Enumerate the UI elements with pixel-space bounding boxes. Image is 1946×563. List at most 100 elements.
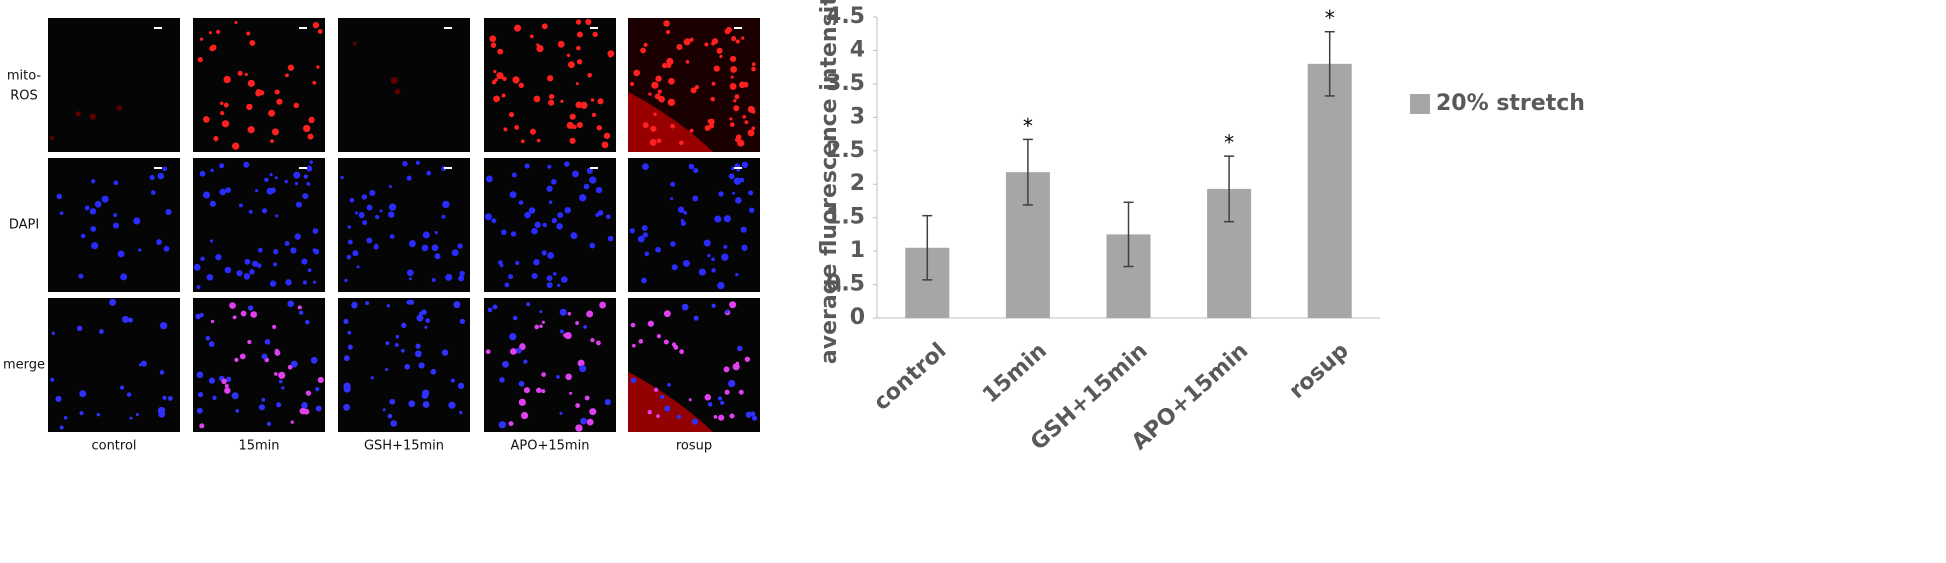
cell <box>303 124 311 133</box>
cell <box>741 161 749 169</box>
micrograph <box>628 298 760 432</box>
cell <box>431 277 436 283</box>
cell <box>387 413 393 419</box>
micrograph-bg <box>193 18 325 152</box>
y-tick-label: 2.5 <box>826 138 865 163</box>
cell <box>422 231 430 239</box>
cell <box>566 53 571 57</box>
cell <box>305 390 312 396</box>
column-label: control <box>91 439 136 454</box>
cell <box>261 208 268 214</box>
cell <box>721 253 729 261</box>
cell <box>200 256 205 261</box>
cell <box>347 225 352 229</box>
cell <box>140 360 147 367</box>
cell <box>503 127 508 132</box>
cell <box>385 368 389 372</box>
cell <box>395 334 400 339</box>
cell <box>523 359 528 364</box>
cell <box>126 392 132 397</box>
cell <box>575 321 580 326</box>
cell <box>406 175 412 181</box>
cell <box>509 191 517 199</box>
cell <box>394 88 401 95</box>
cell <box>741 36 745 40</box>
cell <box>76 325 83 332</box>
cell <box>258 404 265 411</box>
cell <box>317 29 323 34</box>
cell <box>352 41 357 46</box>
cell <box>570 232 578 240</box>
cell <box>229 302 236 309</box>
cell <box>374 214 380 220</box>
cell <box>370 376 374 380</box>
cell <box>274 176 278 180</box>
cell <box>567 61 575 69</box>
cell <box>641 277 647 284</box>
micrograph <box>338 298 470 432</box>
cell <box>49 135 55 141</box>
cell <box>156 239 162 245</box>
cell <box>723 215 731 223</box>
cell <box>491 218 497 224</box>
cell <box>681 303 689 311</box>
cell <box>421 244 429 252</box>
cell <box>671 264 678 271</box>
cell <box>138 363 143 367</box>
cell <box>742 115 746 119</box>
cell <box>287 364 293 370</box>
cell <box>650 125 657 132</box>
significance-mark: * <box>1224 131 1234 155</box>
cell <box>733 99 737 103</box>
cell <box>564 206 571 214</box>
cell <box>518 398 526 406</box>
cell <box>431 244 439 252</box>
cell <box>590 98 595 102</box>
cell <box>691 418 698 425</box>
cell <box>740 226 747 233</box>
cell <box>196 371 204 379</box>
cell <box>629 81 635 86</box>
cell <box>301 258 308 265</box>
cell <box>523 387 531 394</box>
cell <box>91 179 96 184</box>
cell <box>729 301 737 309</box>
cell <box>316 65 320 69</box>
cell <box>749 207 755 213</box>
cell <box>539 324 543 328</box>
cell <box>711 303 716 308</box>
cell <box>529 34 534 39</box>
cell <box>223 75 231 84</box>
cell <box>493 69 497 74</box>
cell <box>514 124 520 130</box>
legend-label: 20% stretch <box>1436 91 1585 116</box>
significance-mark: * <box>1023 114 1033 138</box>
cell <box>579 365 587 373</box>
cell <box>244 72 248 77</box>
cell <box>315 386 320 392</box>
cell <box>91 242 99 250</box>
cell <box>589 408 597 416</box>
cell <box>239 353 246 360</box>
cell <box>404 363 410 370</box>
cell <box>347 239 353 245</box>
cell <box>528 207 536 214</box>
cell <box>713 65 720 72</box>
cell <box>670 241 676 247</box>
cell <box>680 220 686 227</box>
cell <box>572 170 579 178</box>
cell <box>150 190 156 195</box>
cell <box>299 310 304 315</box>
cell <box>586 167 593 174</box>
cell <box>121 315 130 323</box>
cell <box>688 163 695 170</box>
cell <box>546 282 553 289</box>
cell <box>536 45 544 53</box>
column-label: rosup <box>676 439 712 454</box>
cell <box>547 252 555 259</box>
cell <box>273 248 279 255</box>
micrograph-bg <box>338 298 470 432</box>
cell <box>557 212 564 219</box>
cell <box>671 342 677 347</box>
